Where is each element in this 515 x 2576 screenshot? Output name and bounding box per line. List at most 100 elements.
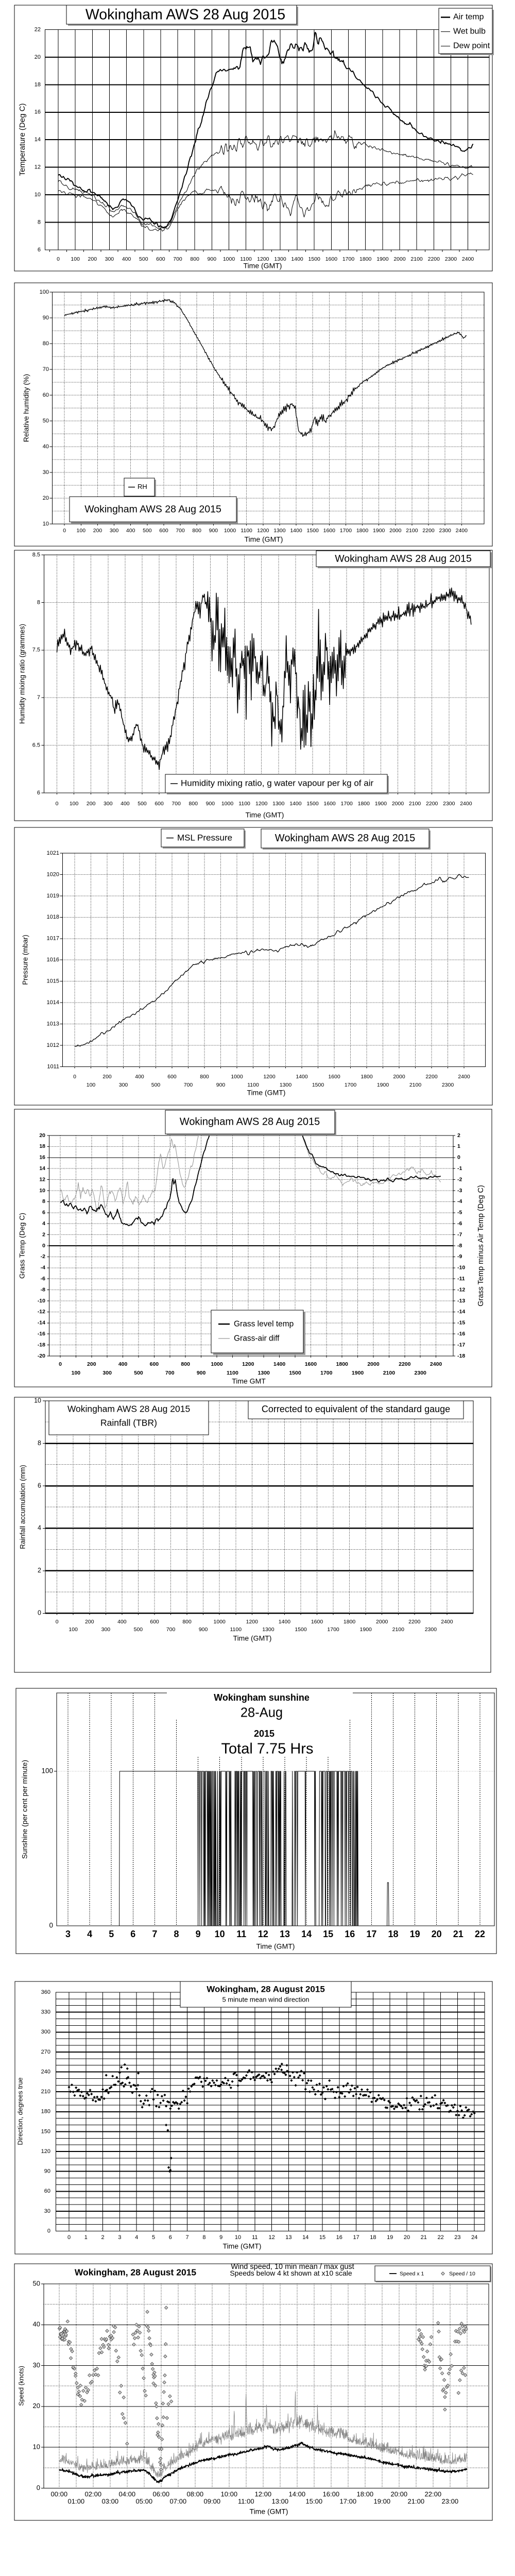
svg-text:19: 19 <box>410 1929 420 1939</box>
svg-text:14:00: 14:00 <box>289 2490 306 2498</box>
svg-text:Time (GMT): Time (GMT) <box>223 2242 262 2250</box>
svg-text:3: 3 <box>65 1929 71 1939</box>
svg-text:800: 800 <box>190 256 199 262</box>
svg-text:Speed x 1: Speed x 1 <box>400 2270 424 2277</box>
svg-text:6: 6 <box>38 1482 41 1489</box>
svg-text:Wokingham sunshine: Wokingham sunshine <box>214 1692 310 1703</box>
svg-text:1012: 1012 <box>47 1042 59 1048</box>
svg-text:11: 11 <box>252 2234 258 2241</box>
svg-text:100: 100 <box>87 1082 96 1088</box>
svg-text:500: 500 <box>143 528 152 534</box>
svg-text:1021: 1021 <box>47 850 59 856</box>
svg-text:700: 700 <box>166 1626 176 1633</box>
svg-text:700: 700 <box>184 1082 193 1088</box>
svg-text:15: 15 <box>323 1929 333 1939</box>
svg-text:16: 16 <box>345 1929 355 1939</box>
svg-text:22: 22 <box>35 26 41 32</box>
svg-text:10: 10 <box>43 521 49 527</box>
svg-text:6: 6 <box>38 247 41 253</box>
svg-text:600: 600 <box>167 1074 177 1080</box>
svg-text:Dew point: Dew point <box>453 42 490 50</box>
svg-text:17: 17 <box>353 2234 359 2241</box>
svg-text:4: 4 <box>38 1524 41 1532</box>
svg-text:19:00: 19:00 <box>374 2497 391 2505</box>
svg-text:-8: -8 <box>41 1286 45 1293</box>
svg-text:900: 900 <box>216 1082 226 1088</box>
svg-text:400: 400 <box>122 256 131 262</box>
svg-text:-16: -16 <box>457 1331 465 1337</box>
svg-text:Time GMT: Time GMT <box>232 1377 266 1385</box>
svg-text:Time (GMT): Time (GMT) <box>250 2507 288 2516</box>
svg-text:800: 800 <box>189 801 198 807</box>
svg-text:Wokingham, 28 August 2015: Wokingham, 28 August 2015 <box>207 1984 325 1994</box>
svg-text:20: 20 <box>404 2234 410 2241</box>
svg-text:5: 5 <box>109 1929 114 1939</box>
svg-text:-4: -4 <box>457 1198 462 1205</box>
svg-text:15: 15 <box>319 2234 325 2241</box>
svg-text:1700: 1700 <box>320 1370 333 1376</box>
svg-text:11: 11 <box>236 1929 246 1939</box>
svg-text:Speed (knots): Speed (knots) <box>18 2366 25 2406</box>
svg-text:0: 0 <box>63 528 66 534</box>
svg-text:60: 60 <box>43 392 49 398</box>
svg-text:Grass-air diff: Grass-air diff <box>234 1334 280 1343</box>
svg-text:70: 70 <box>43 366 49 372</box>
svg-text:18:00: 18:00 <box>357 2490 374 2498</box>
svg-text:21: 21 <box>421 2234 427 2241</box>
svg-text:60: 60 <box>44 2188 50 2194</box>
svg-text:2000: 2000 <box>376 1619 388 1625</box>
svg-text:210: 210 <box>41 2089 50 2095</box>
svg-text:2300: 2300 <box>445 256 457 262</box>
svg-text:300: 300 <box>101 1626 111 1633</box>
svg-text:2100: 2100 <box>409 801 421 807</box>
svg-text:19: 19 <box>387 2234 393 2241</box>
svg-text:-14: -14 <box>457 1309 465 1315</box>
svg-text:2000: 2000 <box>367 1361 380 1367</box>
svg-text:1100: 1100 <box>241 528 252 534</box>
svg-text:17:00: 17:00 <box>340 2497 357 2505</box>
svg-text:900: 900 <box>206 801 215 807</box>
svg-text:24: 24 <box>471 2234 477 2241</box>
svg-text:2000: 2000 <box>389 528 402 534</box>
svg-text:6: 6 <box>130 1929 135 1939</box>
svg-text:12: 12 <box>35 164 41 171</box>
svg-text:-16: -16 <box>38 1331 45 1337</box>
svg-text:120: 120 <box>41 2148 50 2155</box>
svg-text:600: 600 <box>150 1619 159 1625</box>
svg-text:2300: 2300 <box>425 1626 437 1633</box>
svg-text:900: 900 <box>209 528 218 534</box>
svg-text:07:00: 07:00 <box>170 2497 187 2505</box>
svg-text:1400: 1400 <box>273 1361 286 1367</box>
svg-text:1000: 1000 <box>231 1074 243 1080</box>
svg-text:2300: 2300 <box>442 1082 454 1088</box>
svg-text:300: 300 <box>104 801 113 807</box>
svg-text:8: 8 <box>38 1439 41 1447</box>
svg-text:20: 20 <box>39 1132 45 1139</box>
svg-text:2100: 2100 <box>406 528 418 534</box>
svg-text:1900: 1900 <box>376 256 389 262</box>
svg-text:04:00: 04:00 <box>119 2490 136 2498</box>
svg-text:2100: 2100 <box>392 1626 405 1633</box>
svg-text:6.5: 6.5 <box>32 742 40 749</box>
svg-text:18: 18 <box>370 2234 376 2241</box>
svg-text:800: 800 <box>192 528 201 534</box>
svg-text:1020: 1020 <box>47 871 59 877</box>
svg-text:800: 800 <box>200 1074 209 1080</box>
svg-text:500: 500 <box>151 1082 161 1088</box>
svg-text:12: 12 <box>39 1176 45 1182</box>
svg-text:06:00: 06:00 <box>153 2490 170 2498</box>
svg-text:5 minute mean wind direction: 5 minute mean wind direction <box>222 1995 309 2003</box>
svg-text:1200: 1200 <box>246 1619 259 1625</box>
svg-text:17: 17 <box>366 1929 376 1939</box>
svg-text:11:00: 11:00 <box>238 2497 254 2505</box>
svg-text:1500: 1500 <box>308 256 321 262</box>
svg-text:Relative humidity (%): Relative humidity (%) <box>22 374 30 442</box>
svg-text:14: 14 <box>302 2234 308 2241</box>
svg-text:6: 6 <box>37 790 40 796</box>
svg-text:2200: 2200 <box>408 1619 421 1625</box>
svg-text:8: 8 <box>42 1198 45 1205</box>
svg-text:4: 4 <box>87 1929 92 1939</box>
svg-text:0: 0 <box>67 2234 71 2241</box>
svg-text:10: 10 <box>34 1397 41 1404</box>
svg-text:90: 90 <box>43 315 49 321</box>
